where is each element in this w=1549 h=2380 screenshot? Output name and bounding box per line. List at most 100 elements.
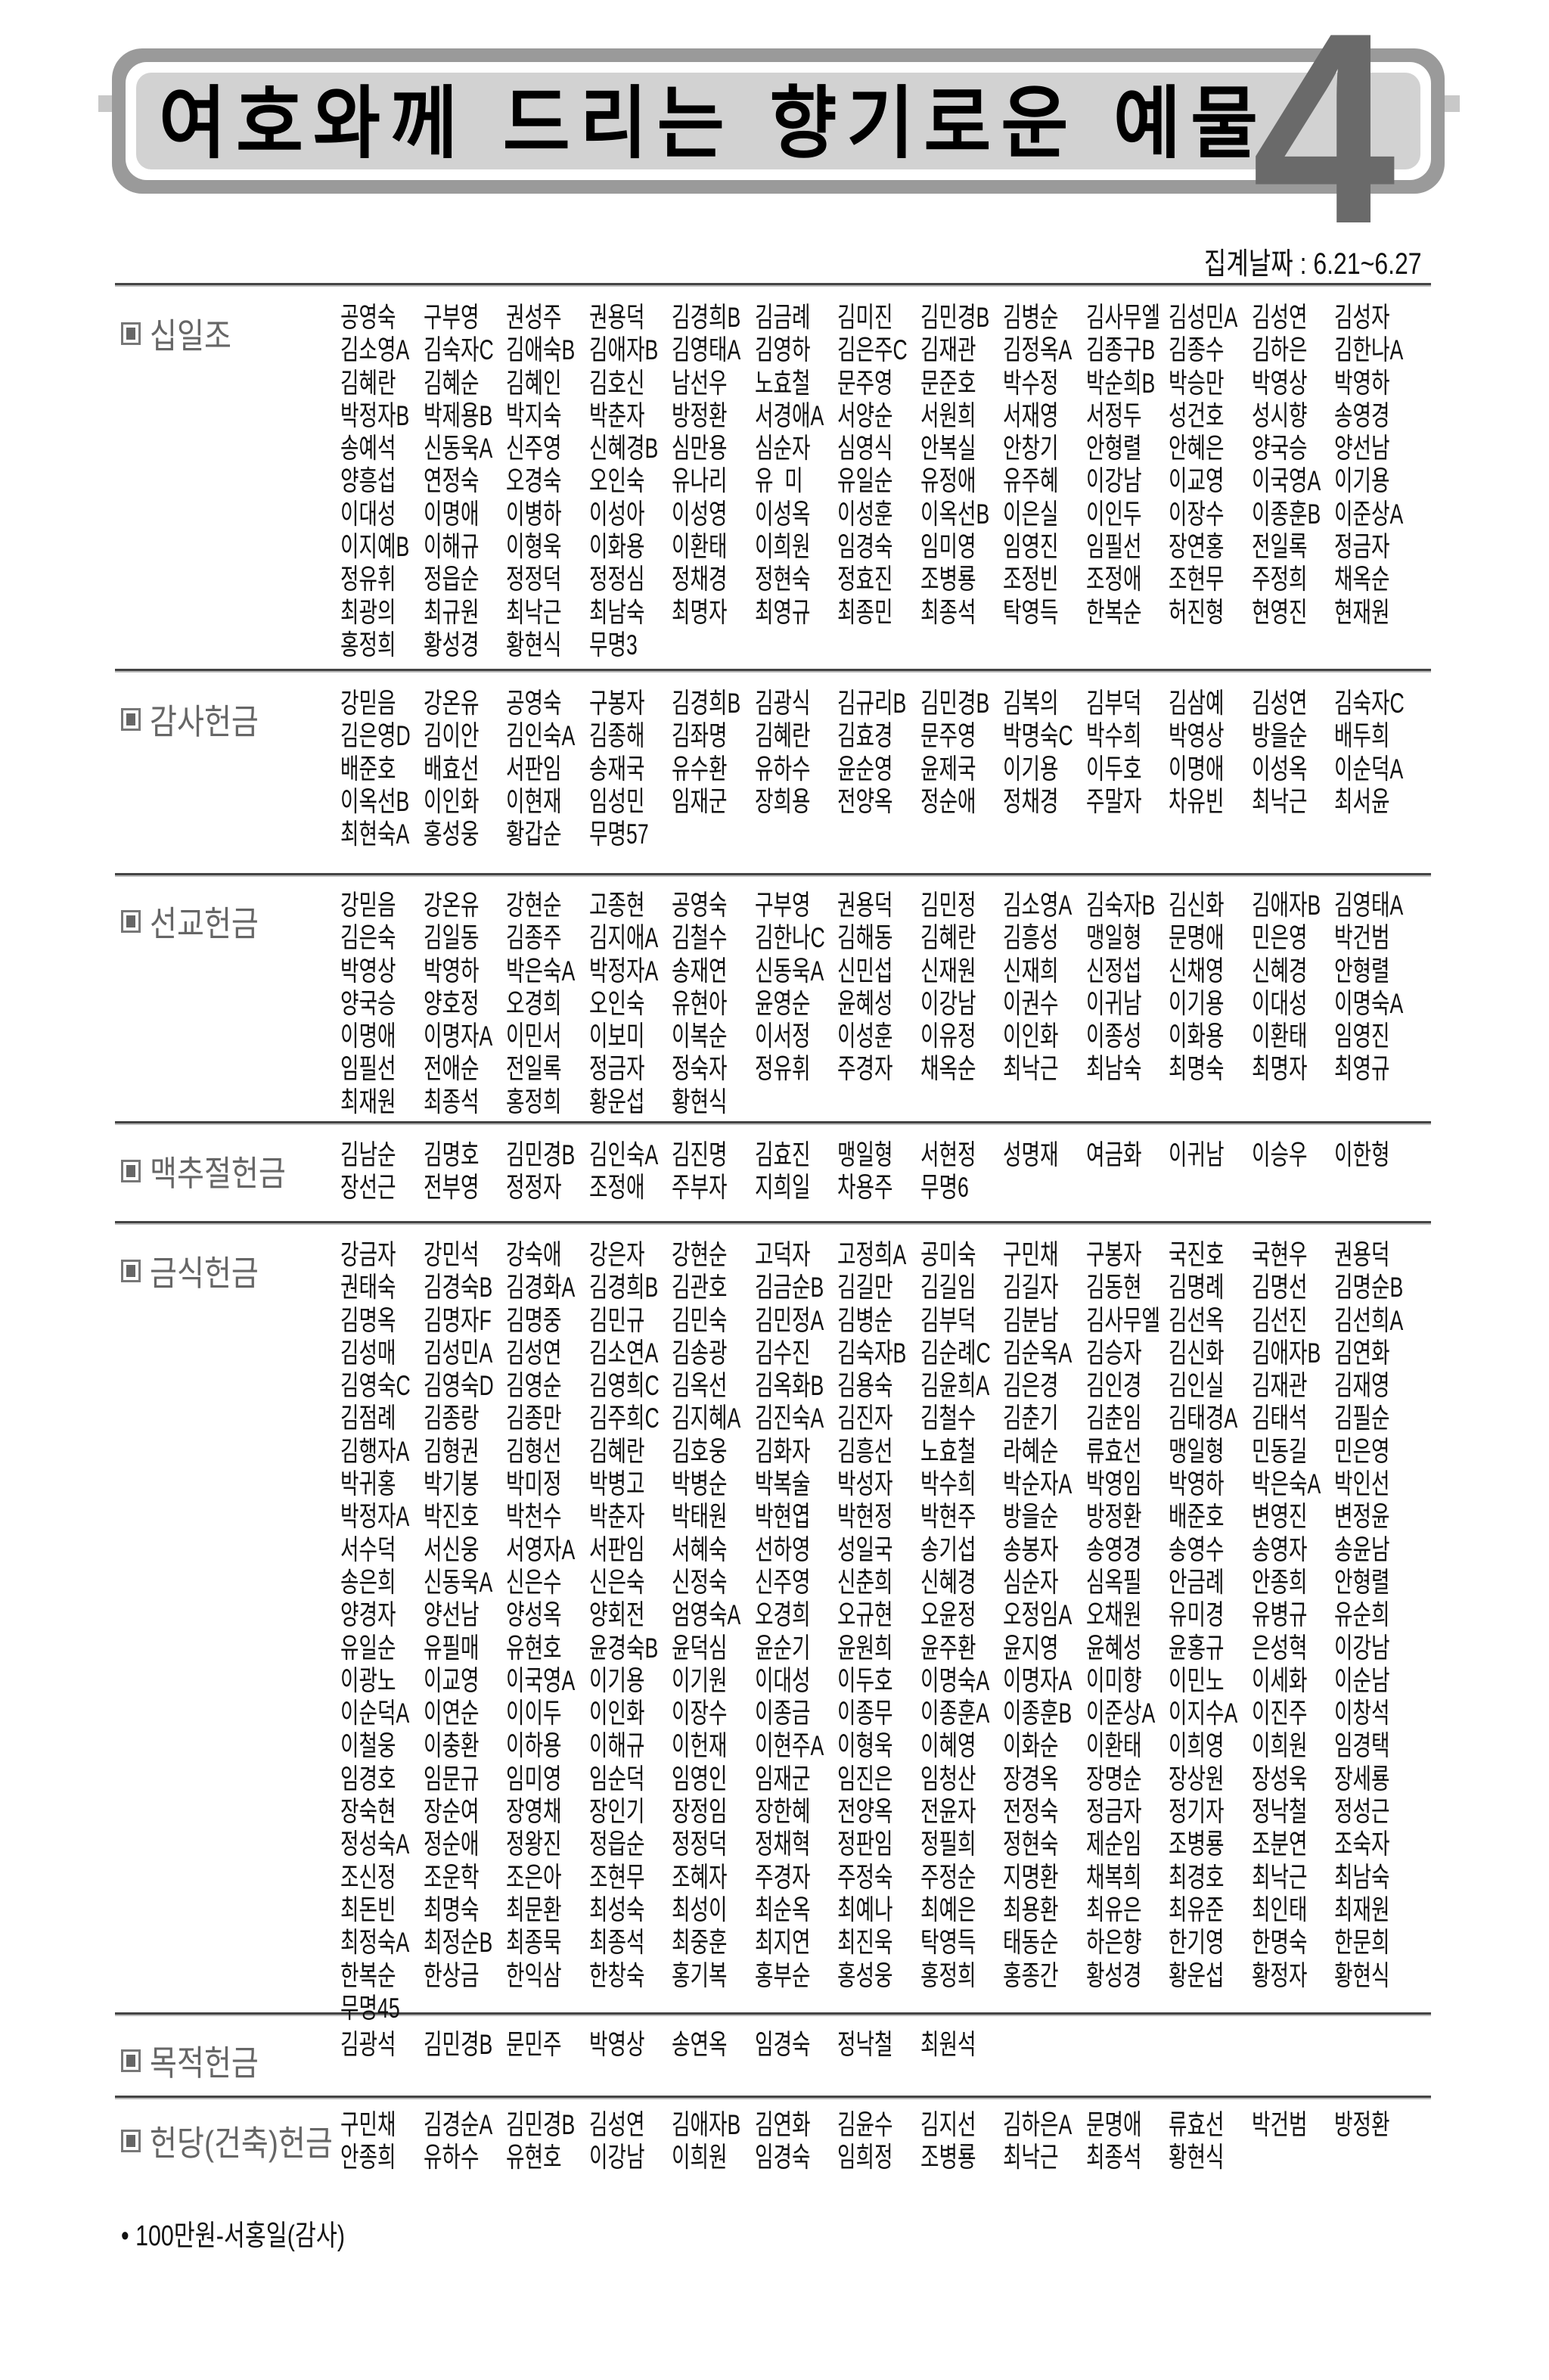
donor-name: 김하은 xyxy=(1251,334,1308,366)
donor-name: 이강남 xyxy=(588,2142,645,2173)
footnote: • 100만원-서홍일(감사) xyxy=(121,2220,345,2252)
donor-cell: 문명애 xyxy=(1169,921,1252,954)
donor-name: 김윤희A xyxy=(920,1370,989,1402)
donor-name: 이복순 xyxy=(672,1021,728,1052)
donor-name: 안형렬 xyxy=(1085,433,1142,465)
donor-name: 박건범 xyxy=(1251,2109,1308,2140)
donor-name: 박영하 xyxy=(423,955,480,986)
donor-cell: 박영상 xyxy=(589,2028,672,2061)
donor-cell: 성명재 xyxy=(1003,1139,1086,1171)
donor-cell: 김남순 xyxy=(340,1139,424,1171)
donor-name: 최남숙 xyxy=(588,596,645,628)
donor-cell: 김민경B xyxy=(920,687,1004,719)
donor-cell: 심순자 xyxy=(755,432,838,465)
donor-name: 이귀남 xyxy=(1085,987,1142,1019)
donor-cell: 구부영 xyxy=(424,301,507,334)
donor-name: 조신정 xyxy=(340,1861,396,1893)
donor-name: 박영상 xyxy=(1169,720,1225,752)
donor-cell: 이민노 xyxy=(1169,1664,1252,1697)
donor-name: 황성경 xyxy=(423,629,480,660)
donor-cell: 김영순 xyxy=(506,1369,589,1402)
donor-cell: 유순희 xyxy=(1334,1599,1417,1631)
donor-name: 방정환 xyxy=(1334,2109,1390,2140)
donor-cell: 김애자B xyxy=(589,334,672,366)
donor-name: 윤원희 xyxy=(837,1632,893,1664)
donor-name: 김이안 xyxy=(423,720,480,752)
donor-name: 장성욱 xyxy=(1251,1763,1308,1794)
donor-cell: 홍정희 xyxy=(506,1086,589,1118)
donor-cell: 배준호 xyxy=(340,753,424,785)
donor-cell: 김혜란 xyxy=(589,1435,672,1468)
donor-cell: 김영태A xyxy=(1334,889,1417,921)
donor-name: 신혜경B xyxy=(588,433,658,465)
donor-name: 박순자A xyxy=(1003,1468,1073,1500)
donor-name: 정현숙 xyxy=(1003,1828,1059,1860)
donor-cell: 김경순A xyxy=(424,2108,507,2141)
donor-name: 서혜숙 xyxy=(672,1533,728,1565)
donor-name: 신동욱A xyxy=(423,1566,492,1598)
donor-name: 김혜란 xyxy=(920,922,976,954)
donor-name: 황정자 xyxy=(1251,1959,1308,1991)
donor-cell: 김민경B xyxy=(506,2108,589,2141)
donor-name: 이종무 xyxy=(837,1698,893,1729)
donor-name: 정금자 xyxy=(588,1053,645,1085)
donor-cell: 김종주 xyxy=(506,921,589,954)
donor-name: 최지연 xyxy=(754,1927,811,1959)
donor-cell: 정읍순 xyxy=(424,563,507,595)
donor-cell: 이국영A xyxy=(1252,465,1335,497)
donor-name: 임필선 xyxy=(340,1053,396,1085)
donor-name: 조정애 xyxy=(588,1172,645,1204)
donor-name: 안혜은 xyxy=(1169,433,1225,465)
donor-cell: 안형렬 xyxy=(1334,955,1417,987)
donor-cell: 안창기 xyxy=(1003,432,1086,465)
donor-name: 김혜란 xyxy=(340,367,396,399)
donor-name: 현재원 xyxy=(1334,596,1390,628)
donor-cell: 제순임 xyxy=(1086,1828,1169,1860)
donor-cell: 이이두 xyxy=(506,1697,589,1729)
donor-cell: 이종성 xyxy=(1086,1020,1169,1052)
donor-cell: 이승우 xyxy=(1252,1139,1335,1171)
donor-name: 김민규 xyxy=(588,1304,645,1336)
donor-cell: 유하수 xyxy=(424,2141,507,2173)
donor-cell: 황현식 xyxy=(506,629,589,661)
donor-name: 홍성웅 xyxy=(423,819,480,850)
donor-cell: 이환태 xyxy=(672,530,755,563)
donor-name: 박수희 xyxy=(1085,720,1142,752)
donor-name: 임재군 xyxy=(754,1763,811,1794)
donor-cell: 김경희B xyxy=(672,687,755,719)
donor-name: 김민경B xyxy=(423,2029,492,2060)
donor-cell: 이기용 xyxy=(1169,987,1252,1020)
donor-cell: 정낙철 xyxy=(1252,1795,1335,1828)
donor-cell: 최규원 xyxy=(424,596,507,629)
donor-cell: 강믿음 xyxy=(340,889,424,921)
donor-cell: 신은수 xyxy=(506,1566,589,1599)
donor-cell: 김병순 xyxy=(1003,301,1086,334)
donor-name: 유나리 xyxy=(672,465,728,497)
donor-name: 서신웅 xyxy=(423,1533,480,1565)
donor-cell: 최종석 xyxy=(424,1086,507,1118)
donor-cell: 강현순 xyxy=(672,1238,755,1271)
donor-name: 강온유 xyxy=(423,688,480,719)
donor-name: 김한나A xyxy=(1334,334,1404,366)
donor-name: 이명애 xyxy=(1169,753,1225,785)
donor-name: 김명자F xyxy=(423,1304,492,1336)
donor-name: 이희원 xyxy=(1251,1730,1308,1762)
donor-name: 장세룡 xyxy=(1334,1763,1390,1794)
donor-cell: 서신웅 xyxy=(424,1533,507,1566)
donor-name: 홍기복 xyxy=(672,1959,728,1991)
donor-name: 주부자 xyxy=(672,1172,728,1204)
donor-cell: 김연화 xyxy=(755,2108,838,2141)
donor-name: 이종성 xyxy=(1085,1021,1142,1052)
donor-name: 최종민 xyxy=(837,596,893,628)
donor-name: 임경택 xyxy=(1334,1730,1390,1762)
donor-cell: 장성욱 xyxy=(1252,1763,1335,1795)
donor-name: 김형선 xyxy=(506,1435,562,1467)
donor-name: 정채경 xyxy=(672,564,728,595)
donor-name: 류효선 xyxy=(1169,2109,1225,2140)
donor-cell: 장희용 xyxy=(755,785,838,818)
donor-cell: 정정자 xyxy=(506,1171,589,1204)
section-title: 금식헌금 xyxy=(150,1254,259,1293)
donor-cell: 김부덕 xyxy=(920,1304,1004,1337)
donor-name: 김소영A xyxy=(340,334,410,366)
donor-name: 김송광 xyxy=(672,1337,728,1369)
